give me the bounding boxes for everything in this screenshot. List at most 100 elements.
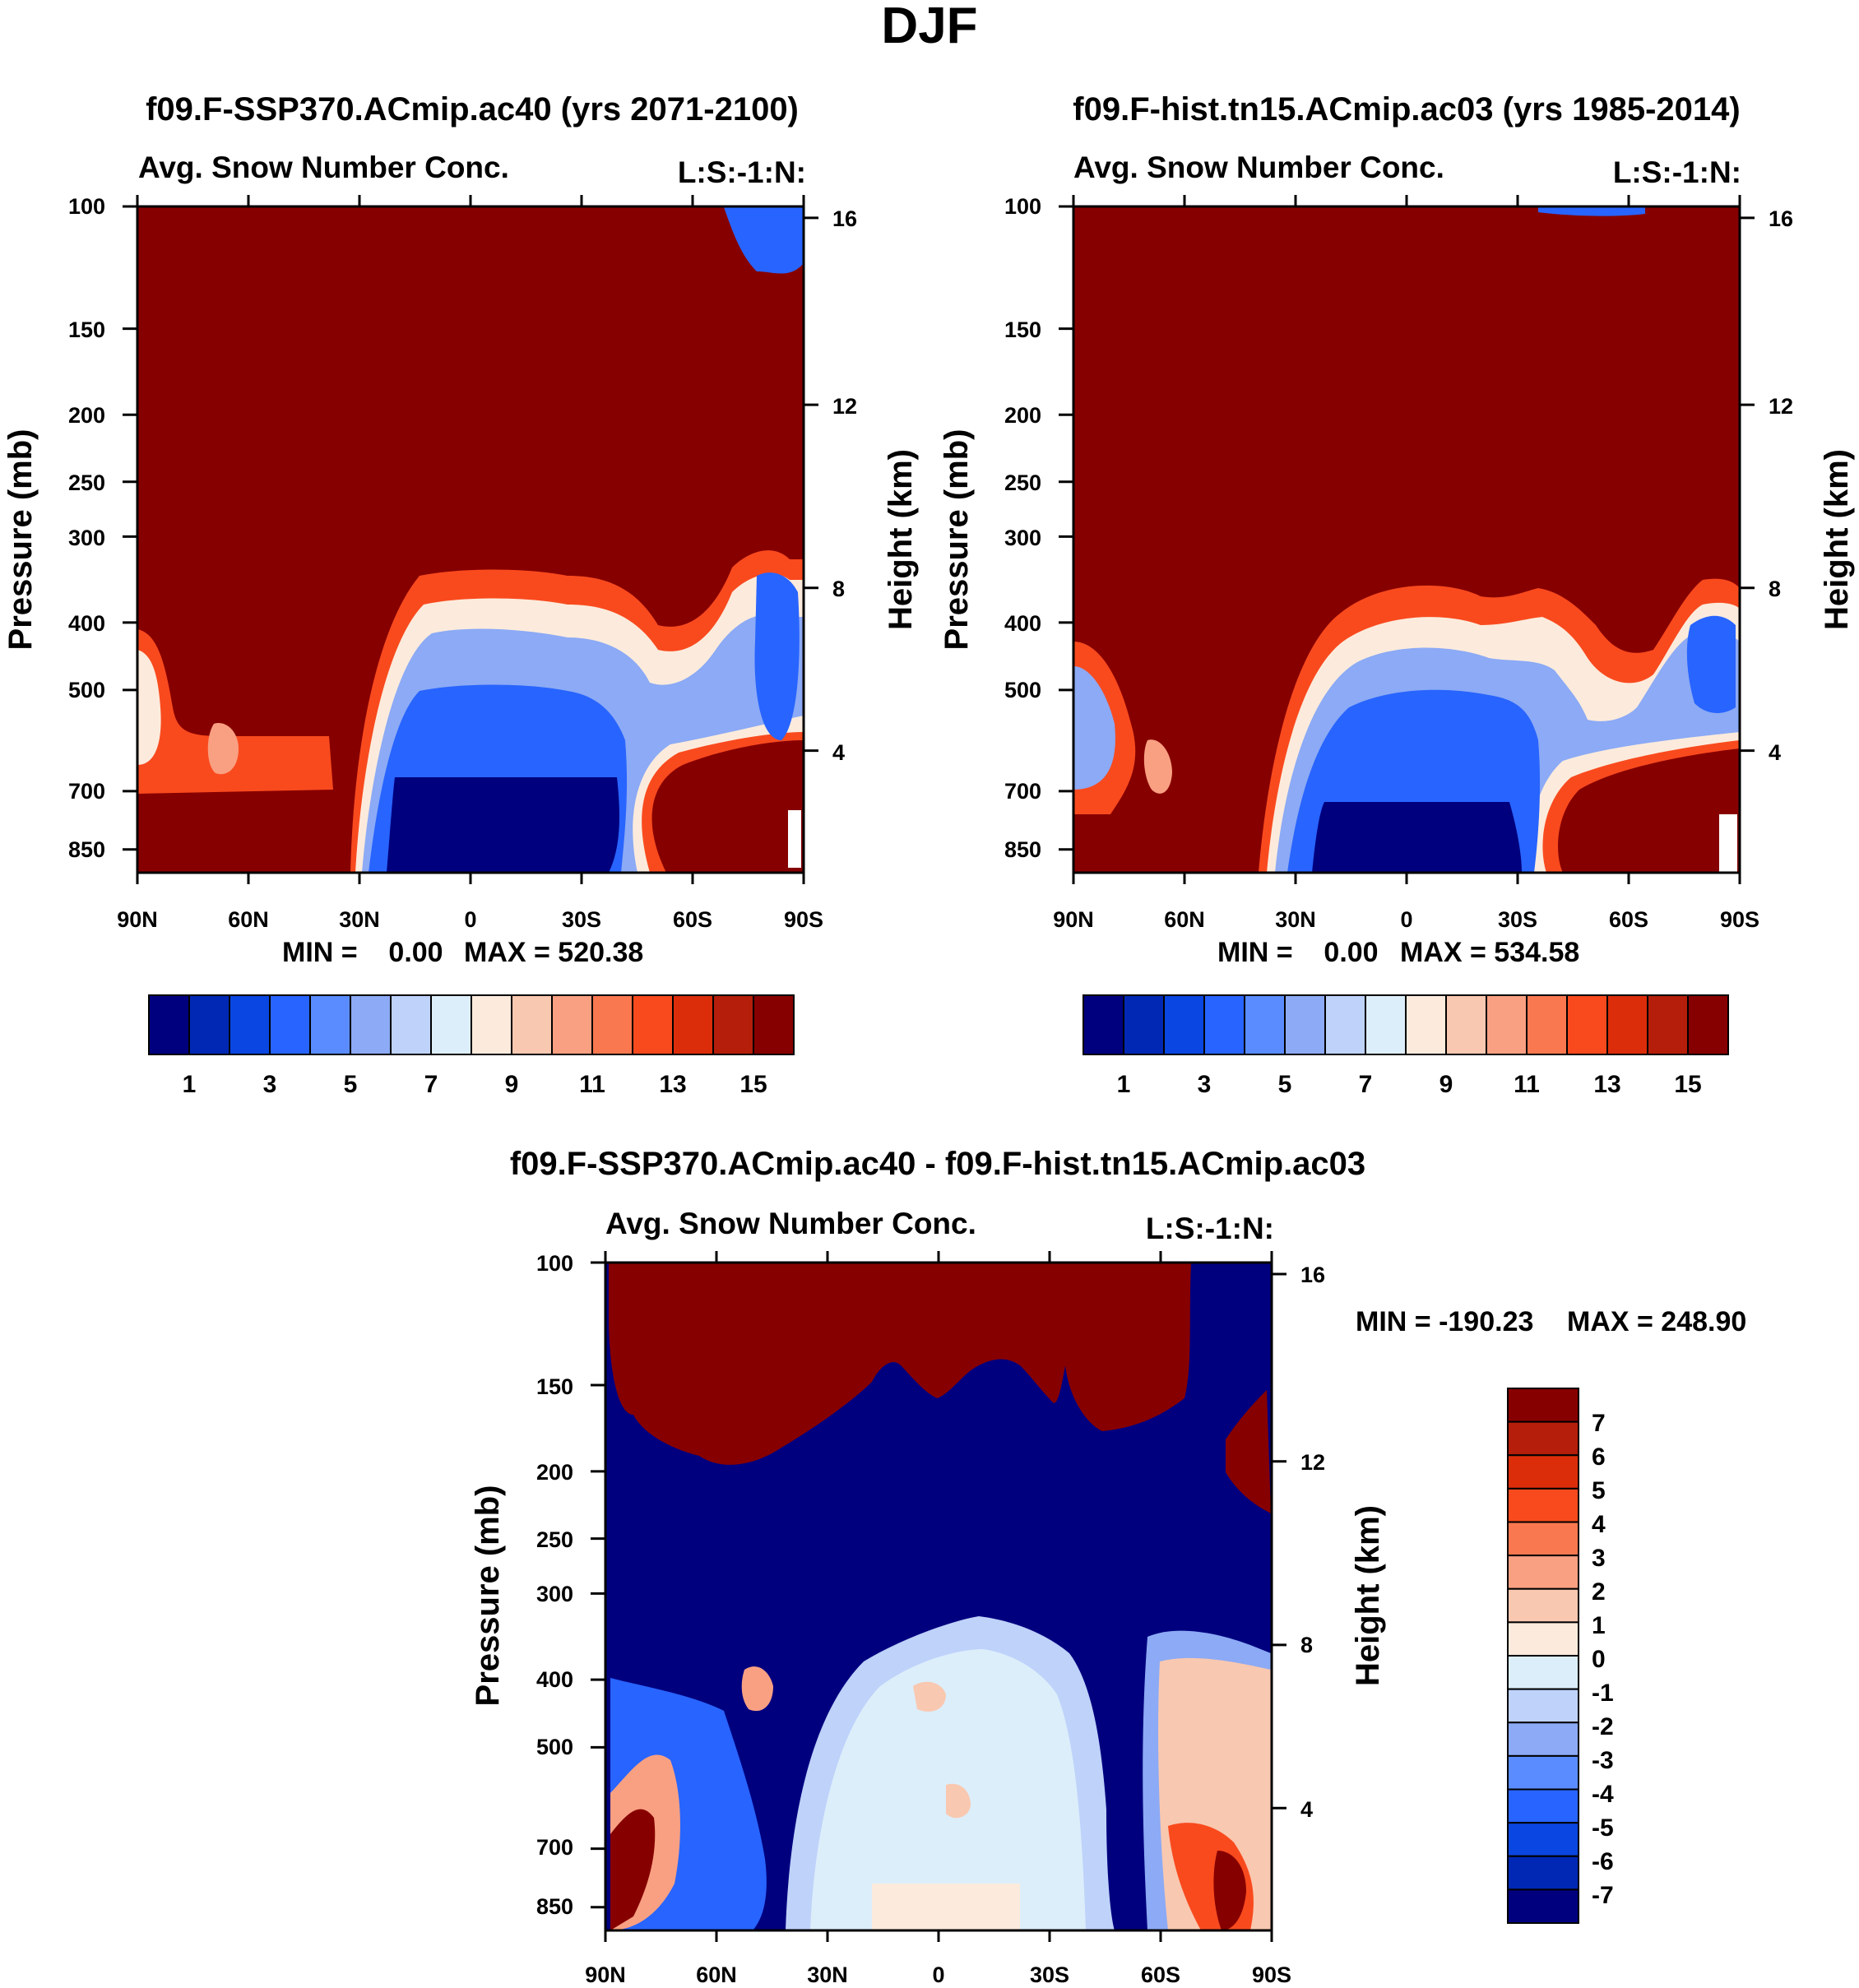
min-label: MIN = -190.23 <box>1356 1306 1533 1337</box>
y-tick-label: 500 <box>68 678 105 702</box>
contour-field <box>605 1263 1272 1930</box>
x-tick-label: 60S <box>673 907 712 932</box>
colorbar-swatch <box>1606 994 1648 1055</box>
y-tick-label: 850 <box>68 837 105 862</box>
colorbar: 7 6 5 4 3 2 1 0 -1 -2 -3 -4 -5 -6 -7 <box>1507 1388 1614 1924</box>
y-tick-label: 500 <box>1004 678 1041 702</box>
colorbar-swatch <box>1526 994 1568 1055</box>
y-tick-label: 200 <box>536 1460 573 1485</box>
x-tick-label: 90N <box>585 1963 626 1987</box>
max-label: MAX = 248.90 <box>1567 1306 1746 1337</box>
colorbar-swatch <box>591 994 633 1055</box>
colorbar-swatch <box>1507 1555 1579 1590</box>
y-tick-label: 300 <box>68 526 105 550</box>
colorbar-label: 15 <box>739 1071 767 1098</box>
max-label: MAX = 534.58 <box>1400 937 1579 968</box>
colorbar-swatch <box>1507 1888 1579 1924</box>
panel-title: f09.F-hist.tn15.ACmip.ac03 (yrs 1985-201… <box>1073 91 1740 127</box>
x-tick-label: 90S <box>1252 1963 1291 1987</box>
y-right-tick-label: 8 <box>1300 1633 1313 1657</box>
y-right-tick-label: 4 <box>832 740 845 765</box>
panel-difference: f09.F-SSP370.ACmip.ac40 - f09.F-hist.tn1… <box>470 1146 1746 1987</box>
y-right-tick-label: 8 <box>832 577 845 601</box>
colorbar-label: 11 <box>579 1071 605 1098</box>
colorbar-label: 4 <box>1592 1511 1606 1538</box>
x-tick-label: 60N <box>228 907 269 932</box>
panel-subtitle-left: Avg. Snow Number Conc. <box>1073 151 1444 184</box>
colorbar-label: 5 <box>1278 1071 1292 1098</box>
colorbar-swatch <box>1507 1621 1579 1657</box>
panel-subtitle-left: Avg. Snow Number Conc. <box>605 1207 976 1240</box>
y-tick-label: 850 <box>1004 837 1041 862</box>
y-right-tick-label: 4 <box>1300 1797 1313 1822</box>
y-tick-label: 150 <box>68 317 105 342</box>
colorbar-swatch <box>632 994 674 1055</box>
colorbar-label: 5 <box>344 1071 358 1098</box>
colorbar-swatch <box>1123 994 1165 1055</box>
colorbar-swatch <box>511 994 553 1055</box>
x-tick-label: 30N <box>1275 907 1316 932</box>
colorbar-label: -3 <box>1592 1747 1614 1774</box>
colorbar-swatch <box>471 994 512 1055</box>
x-axis: 90N 60N 30N 0 30S 60S 90S <box>117 907 823 932</box>
x-tick-label: 90S <box>784 907 823 932</box>
y-tick-label: 400 <box>536 1667 573 1692</box>
colorbar-label: 13 <box>1593 1071 1620 1098</box>
y-tick-label: 150 <box>1004 317 1041 342</box>
y-tick-label: 200 <box>68 403 105 428</box>
x-tick-label: 30N <box>807 1963 848 1987</box>
colorbar-swatch <box>1163 994 1205 1055</box>
x-tick-label: 60N <box>696 1963 737 1987</box>
colorbar-swatch <box>1507 1788 1579 1824</box>
colorbar-label: 9 <box>1439 1071 1453 1098</box>
x-tick-label: 60S <box>1609 907 1648 932</box>
x-tick-label: 30S <box>562 907 601 932</box>
y-tick-label: 300 <box>536 1582 573 1606</box>
colorbar-swatch <box>1082 994 1124 1055</box>
colorbar-label: 7 <box>1592 1410 1606 1437</box>
colorbar: 1 3 5 7 9 11 13 15 <box>148 994 795 1098</box>
y-axis-left: 100 150 200 250 300 400 500 700 850 Pres… <box>470 1251 573 1919</box>
colorbar-swatch <box>430 994 472 1055</box>
x-tick-label: 0 <box>932 1963 944 1987</box>
colorbar-swatch <box>1507 1420 1579 1457</box>
panel-title: f09.F-SSP370.ACmip.ac40 (yrs 2071-2100) <box>146 91 799 127</box>
y-tick-label: 300 <box>1004 526 1041 550</box>
colorbar-label: 11 <box>1514 1071 1540 1098</box>
colorbar-swatch <box>1507 1521 1579 1557</box>
colorbar-swatch <box>229 994 271 1055</box>
y-tick-label: 200 <box>1004 403 1041 428</box>
y-tick-label: 700 <box>536 1835 573 1860</box>
colorbar-swatch <box>1507 1487 1579 1523</box>
y-right-tick-label: 12 <box>1769 394 1793 419</box>
min-label: MIN = 0.00 <box>1217 937 1379 968</box>
colorbar-swatch <box>1486 994 1528 1055</box>
y-axis-right: 16 12 8 4 Height (km) <box>832 206 919 765</box>
y-axis-right: 16 12 8 4 Height (km) <box>1769 206 1855 765</box>
colorbar-label: 1 <box>183 1071 197 1098</box>
panel-ssp370: f09.F-SSP370.ACmip.ac40 (yrs 2071-2100) … <box>2 91 919 1098</box>
colorbar-label: 1 <box>1117 1071 1131 1098</box>
colorbar-label: -5 <box>1592 1814 1614 1842</box>
y-axis-label: Pressure (mb) <box>2 429 39 651</box>
colorbar-label: -2 <box>1592 1713 1614 1740</box>
y-axis-right-label: Height (km) <box>883 449 919 630</box>
panel-subtitle-right: L:S:-1:N: <box>1146 1212 1274 1245</box>
panel-title: f09.F-SSP370.ACmip.ac40 - f09.F-hist.tn1… <box>510 1146 1365 1182</box>
y-axis-right: 16 12 8 4 Height (km) <box>1300 1263 1386 1822</box>
y-tick-label: 700 <box>68 779 105 804</box>
colorbar-label: 6 <box>1592 1444 1606 1471</box>
figure-title: DJF <box>881 0 977 54</box>
y-right-tick-label: 8 <box>1769 577 1781 601</box>
colorbar-swatch <box>1647 994 1689 1055</box>
colorbar-swatch <box>390 994 432 1055</box>
y-right-tick-label: 12 <box>1300 1450 1325 1475</box>
x-tick-label: 30S <box>1030 1963 1069 1987</box>
colorbar-label: 2 <box>1592 1578 1606 1606</box>
y-tick-label: 100 <box>536 1251 573 1276</box>
colorbar-swatch <box>1365 994 1407 1055</box>
colorbar-swatch <box>1405 994 1447 1055</box>
contour-field <box>137 206 804 873</box>
y-tick-label: 400 <box>1004 611 1041 636</box>
colorbar-swatch <box>551 994 593 1055</box>
